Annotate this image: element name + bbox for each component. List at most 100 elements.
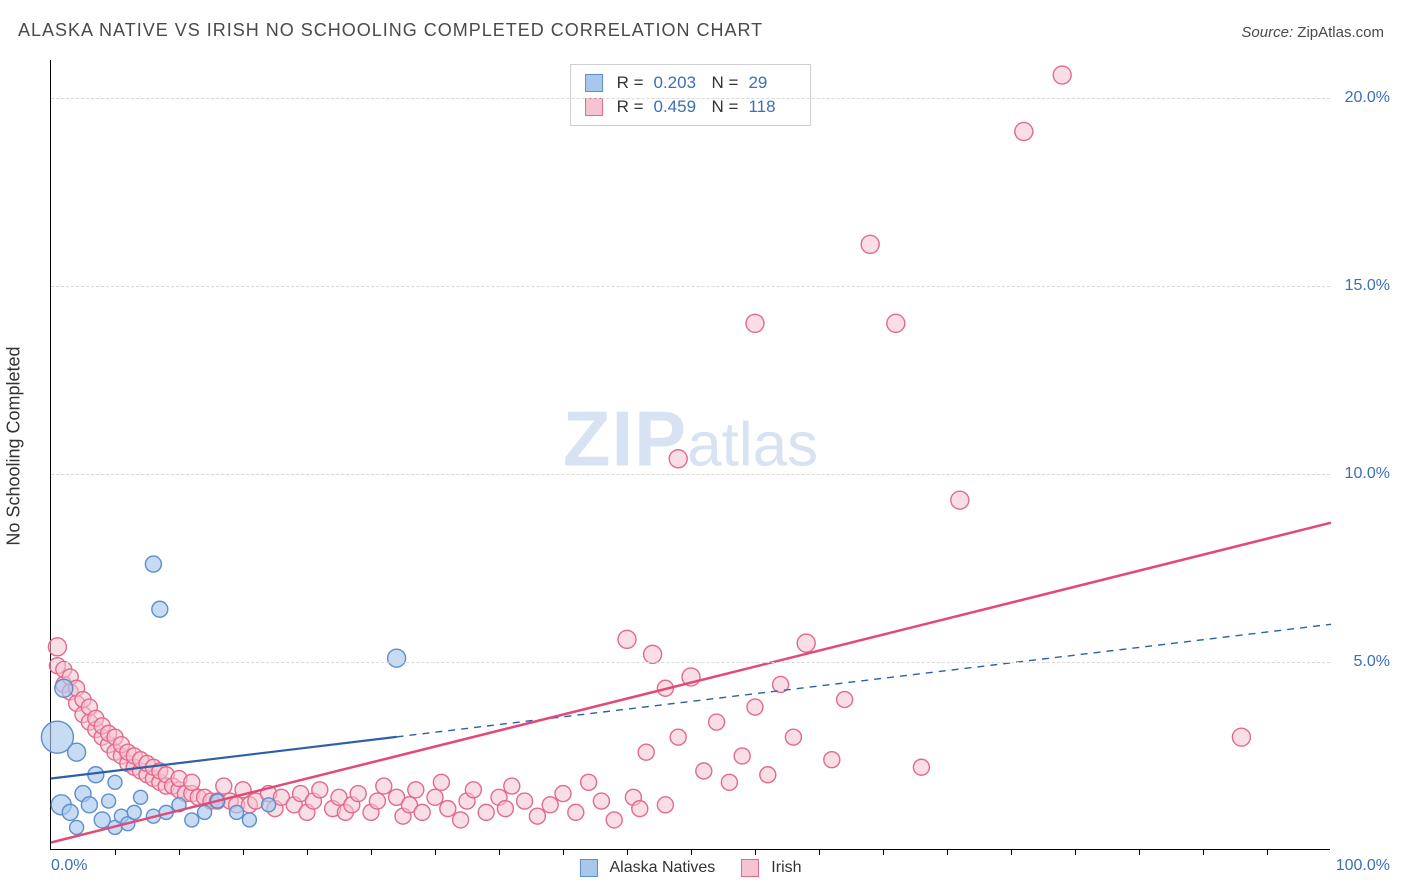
x-tick-mark [883, 849, 884, 855]
alaska-point [242, 813, 256, 827]
legend-label: Alaska Natives [609, 859, 715, 877]
x-tick-mark [307, 849, 308, 855]
irish-point [746, 314, 764, 332]
irish-point [465, 782, 481, 798]
alaska-point [68, 743, 86, 761]
irish-point [887, 314, 905, 332]
alaska-point [185, 813, 199, 827]
alaska-point [81, 797, 97, 813]
irish-point [747, 699, 763, 715]
chart-title: ALASKA NATIVE VS IRISH NO SCHOOLING COMP… [18, 20, 763, 41]
irish-point [696, 763, 712, 779]
x-tick-mark [1267, 849, 1268, 855]
irish-point [184, 774, 200, 790]
irish-swatch-icon [585, 98, 603, 116]
irish-point [497, 801, 513, 817]
irish-point [408, 782, 424, 798]
y-tick-label: 10.0% [1345, 465, 1390, 483]
n-value: 29 [748, 71, 796, 95]
gridline [51, 662, 1330, 663]
alaska-swatch-icon [585, 74, 603, 92]
irish-point [785, 729, 801, 745]
x-tick-mark [179, 849, 180, 855]
source-name: ZipAtlas.com [1297, 24, 1384, 41]
x-tick-mark [371, 849, 372, 855]
irish-point [824, 752, 840, 768]
alaska-point [198, 805, 212, 819]
irish-point [440, 801, 456, 817]
irish-point [433, 774, 449, 790]
n-label: N = [712, 71, 739, 95]
alaska-swatch-icon [579, 859, 597, 877]
irish-point [350, 786, 366, 802]
irish-point [861, 235, 879, 253]
irish-regression [51, 523, 1331, 843]
irish-point [1053, 66, 1071, 84]
irish-point [709, 714, 725, 730]
irish-point [369, 793, 385, 809]
irish-point [606, 812, 622, 828]
irish-point [216, 778, 232, 794]
irish-point [555, 786, 571, 802]
x-tick-mark [1075, 849, 1076, 855]
x-tick-mark [755, 849, 756, 855]
irish-point [657, 797, 673, 813]
irish-point [670, 729, 686, 745]
irish-point [618, 630, 636, 648]
stats-row-alaska: R =0.203N =29 [585, 71, 797, 95]
irish-point [478, 804, 494, 820]
alaska-point [388, 649, 406, 667]
irish-point [721, 774, 737, 790]
irish-point [529, 808, 545, 824]
x-tick-mark [691, 849, 692, 855]
gridline [51, 98, 1330, 99]
irish-point [951, 491, 969, 509]
irish-point [1015, 122, 1033, 140]
irish-point [453, 812, 469, 828]
r-value: 0.203 [654, 71, 702, 95]
irish-point [581, 774, 597, 790]
y-axis-title: No Schooling Completed [4, 346, 25, 545]
irish-point [632, 801, 648, 817]
irish-point [312, 782, 328, 798]
stats-box: R =0.203N =29R =0.459N =118 [570, 64, 812, 126]
irish-point [760, 767, 776, 783]
y-tick-label: 5.0% [1354, 653, 1390, 671]
x-tick-mark [1139, 849, 1140, 855]
legend-item-alaska: Alaska Natives [579, 859, 715, 877]
plot-area: ZIPatlas R =0.203N =29R =0.459N =118 Ala… [50, 60, 1330, 850]
y-tick-label: 15.0% [1345, 277, 1390, 295]
chart-svg [51, 60, 1330, 849]
gridline [51, 286, 1330, 287]
alaska-point [102, 794, 116, 808]
irish-point [644, 645, 662, 663]
irish-point [48, 638, 66, 656]
bottom-legend: Alaska Natives Irish [579, 859, 801, 877]
irish-point [504, 778, 520, 794]
x-tick-mark [1011, 849, 1012, 855]
x-tick-mark [627, 849, 628, 855]
irish-swatch-icon [741, 859, 759, 877]
source-label: Source: [1241, 24, 1293, 41]
gridline [51, 474, 1330, 475]
legend-item-irish: Irish [741, 859, 801, 877]
irish-point [517, 793, 533, 809]
alaska-point [262, 798, 276, 812]
irish-point [568, 804, 584, 820]
x-tick-mark [243, 849, 244, 855]
legend-label: Irish [771, 859, 801, 877]
x-tick-min: 0.0% [51, 857, 87, 875]
source-credit: Source: ZipAtlas.com [1241, 24, 1384, 41]
x-tick-mark [1203, 849, 1204, 855]
x-tick-mark [435, 849, 436, 855]
irish-point [414, 804, 430, 820]
irish-point [542, 797, 558, 813]
irish-point [669, 450, 687, 468]
x-tick-mark [115, 849, 116, 855]
irish-point [638, 744, 654, 760]
alaska-point [108, 775, 122, 789]
x-tick-mark [819, 849, 820, 855]
irish-point [797, 634, 815, 652]
alaska-point [145, 556, 161, 572]
alaska-point [62, 804, 78, 820]
